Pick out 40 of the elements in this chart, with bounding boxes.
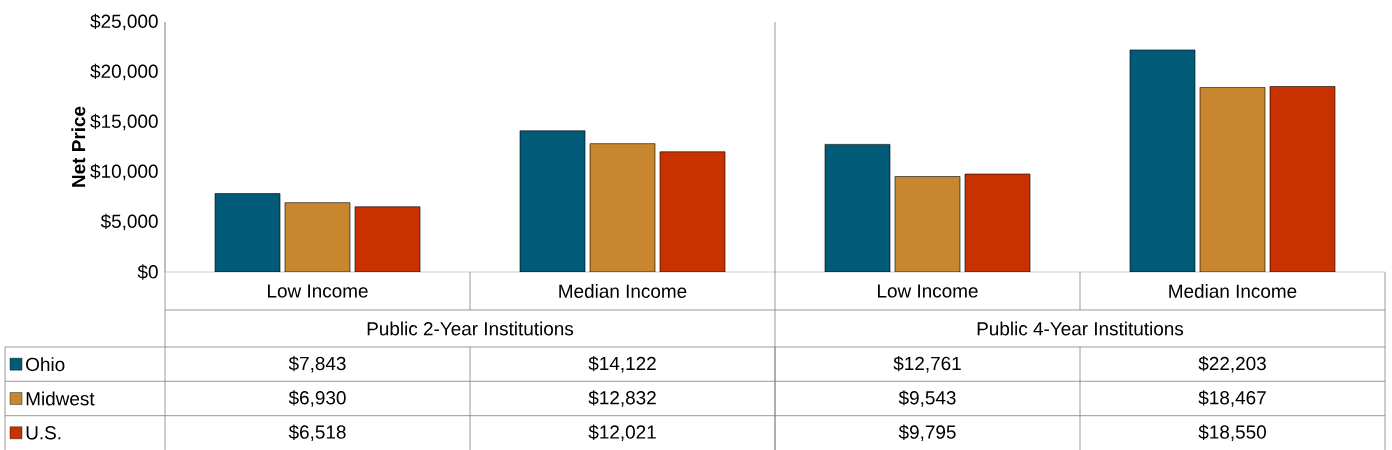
- x-tick-label: Low Income: [268, 284, 368, 298]
- data-label: $12,761: [893, 355, 961, 373]
- data-label: $14,122: [588, 355, 656, 373]
- data-label: $7,843: [288, 355, 346, 373]
- data-label: $9,795: [898, 424, 956, 441]
- bar: [354, 206, 421, 272]
- bar: [1129, 49, 1196, 272]
- bar: [1269, 86, 1336, 272]
- y-tick-label: $20,000: [90, 63, 158, 81]
- legend-label: U.S.: [26, 426, 61, 440]
- y-tick-label: $15,000: [90, 113, 158, 131]
- y-tick-label: $5,000: [100, 213, 158, 231]
- bar: [589, 143, 656, 272]
- text: Public 2-Year Institutions: [367, 321, 574, 336]
- data-label: $12,832: [588, 390, 656, 407]
- bar: [519, 130, 586, 272]
- y-tick-label: $25,000: [90, 13, 158, 31]
- data-label: $18,467: [1198, 390, 1266, 407]
- legend-label: Midwest: [26, 391, 95, 406]
- data-label: $12,021: [588, 424, 656, 441]
- y-axis-title: Net Price: [71, 106, 86, 187]
- text: Public 4-Year Institutions: [977, 321, 1184, 336]
- bar: [894, 176, 961, 272]
- data-label: $6,930: [288, 390, 346, 407]
- x-tick-label: Low Income: [878, 284, 978, 298]
- data-label: $9,543: [898, 390, 956, 407]
- bar: [964, 173, 1031, 272]
- data-label: $22,203: [1198, 355, 1266, 373]
- y-tick-label: $10,000: [90, 163, 158, 181]
- data-label: $6,518: [288, 424, 346, 441]
- bar: [824, 144, 891, 272]
- bar: [659, 151, 726, 272]
- bar: [214, 193, 281, 272]
- x-tick-label: Median Income: [559, 284, 687, 298]
- data-label: $18,550: [1198, 424, 1266, 441]
- bar: [1199, 87, 1266, 272]
- x-tick-label: Median Income: [1169, 284, 1297, 298]
- bar: [284, 202, 351, 272]
- y-tick-label: $0: [137, 264, 158, 280]
- legend-label: Ohio: [26, 357, 65, 372]
